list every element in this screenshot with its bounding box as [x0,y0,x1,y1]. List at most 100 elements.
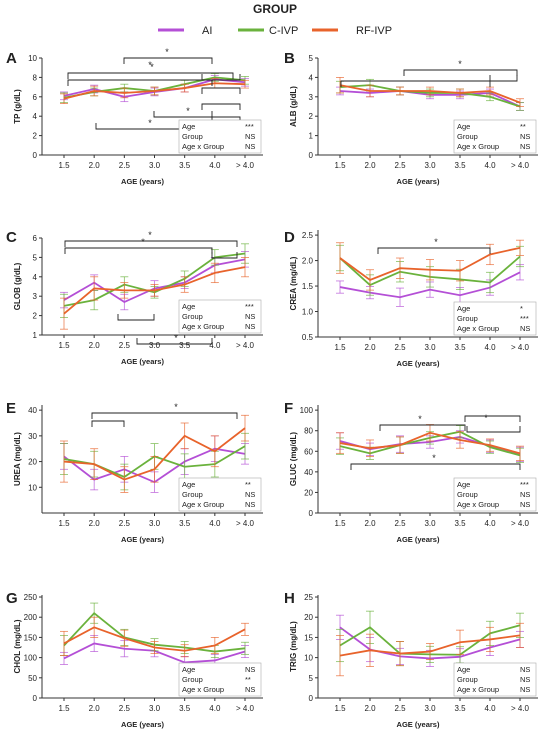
x-tick-label: 1.5 [334,343,346,352]
significance-bracket [466,426,521,433]
y-axis-label: GLUC (mg/dL) [289,432,298,487]
panel-D: D 0.5 1.0 1.5 2.0 2.5 1.5 2.0 2.5 3.0 3.5 4.0 > 4.0 A… [284,229,538,368]
y-tick-label: 0 [33,151,38,160]
x-tick-label: 1.5 [58,161,70,170]
significance-star: * [174,402,178,412]
x-tick-label: 2.0 [89,161,101,170]
legend-label-rfivp: RF-IVP [356,25,392,37]
x-axis-label: AGE (years) [397,720,440,729]
significance-star: * [458,59,462,69]
y-tick-label: 0.5 [302,333,314,342]
panel-B: B 0 1 2 3 4 5 1.5 2.0 2.5 3.0 3.5 4.0 > 4.0 AGE (years… [284,50,538,186]
y-tick-label: 30 [28,432,37,441]
y-tick-label: 100 [300,406,314,415]
stats-value: ** [245,675,251,684]
panel-letter: F [284,400,293,417]
series-RF-IVP [60,414,249,493]
stats-value: NS [520,132,530,141]
significance-bracket [64,247,213,254]
stats-value: NS [245,132,255,141]
significance-bracket [464,415,521,422]
significance-bracket [201,87,241,94]
panel-A: A 0 2 4 6 8 10 1.5 2.0 2.5 3.0 3.5 4.0 > 4.0 AGE (year… [6,47,263,186]
y-axis-label: TP (g/dL) [13,89,22,124]
x-tick-label: 4.0 [209,341,221,350]
significance-bracket [377,247,491,254]
x-tick-label: 4.0 [484,704,496,713]
series-RF-IVP [60,256,249,330]
significance-bracket [350,463,521,470]
x-tick-label: > 4.0 [236,341,255,350]
y-tick-label: 100 [24,654,38,663]
x-tick-label: 2.0 [89,519,101,528]
x-axis-label: AGE (years) [121,357,164,366]
x-tick-label: 3.0 [149,519,161,528]
stats-label: Age x Group [182,322,224,331]
stats-box [453,301,537,336]
x-axis-label: AGE (years) [397,359,440,368]
x-axis-label: AGE (years) [397,177,440,186]
stats-label: Age x Group [457,500,499,509]
x-tick-label: 4.0 [209,519,221,528]
x-tick-label: 1.5 [58,704,70,713]
x-tick-label: 3.0 [424,161,436,170]
x-tick-label: 3.0 [424,343,436,352]
stats-box [178,119,262,154]
stats-box [178,477,262,512]
significance-bracket [67,72,234,79]
x-tick-label: 4.0 [484,343,496,352]
y-tick-label: 10 [28,483,37,492]
stats-value: NS [520,142,530,151]
y-tick-label: 8 [33,73,38,82]
panel-letter: A [6,50,17,67]
stats-box [453,662,537,697]
y-tick-label: 5 [309,674,314,683]
y-tick-label: 0 [309,509,314,518]
stats-value: ** [520,122,526,131]
y-tick-label: 20 [28,458,37,467]
x-tick-label: 2.5 [394,519,406,528]
x-tick-label: > 4.0 [511,704,530,713]
stats-label: Age [457,665,470,674]
stats-label: Group [182,132,203,141]
significance-star: * [434,237,438,247]
significance-star: * [141,237,145,247]
x-tick-label: 3.5 [454,343,466,352]
significance-star: * [148,230,152,240]
x-tick-label: 1.5 [334,519,346,528]
x-tick-label: 3.5 [454,519,466,528]
x-tick-label: 4.0 [484,519,496,528]
legend: GROUP AI C-IVP RF-IVP [0,0,550,42]
x-tick-label: 3.5 [454,704,466,713]
x-axis-label: AGE (years) [121,720,164,729]
stats-box [453,119,537,154]
significance-bracket [153,111,213,118]
x-tick-label: 2.5 [119,704,131,713]
y-axis-label: GLOB (g/dL) [13,262,22,310]
y-tick-label: 80 [304,427,313,436]
panel-C: C 1 2 3 4 5 6 1.5 2.0 2.5 3.0 3.5 4.0 > 4.0 AGE (years… [6,229,263,366]
y-tick-label: 0 [33,694,38,703]
stats-value: NS [520,324,530,333]
x-tick-label: 1.5 [58,341,70,350]
x-tick-label: 2.0 [364,343,376,352]
x-tick-label: 2.5 [119,341,131,350]
y-tick-label: 1.5 [302,282,314,291]
stats-value: NS [520,665,530,674]
panel-letter: G [6,590,18,607]
y-tick-label: 50 [28,674,37,683]
stats-value: NS [245,490,255,499]
y-tick-label: 25 [304,593,313,602]
y-tick-label: 2 [309,112,314,121]
stats-label: Group [457,675,478,684]
significance-bracket [201,74,241,81]
x-tick-label: 2.5 [119,519,131,528]
significance-star: * [148,60,152,70]
panel-letter: H [284,590,295,607]
significance-bracket [91,412,238,419]
significance-star: * [174,333,178,343]
stats-value: NS [245,500,255,509]
x-tick-label: > 4.0 [511,161,530,170]
stats-value: NS [520,490,530,499]
